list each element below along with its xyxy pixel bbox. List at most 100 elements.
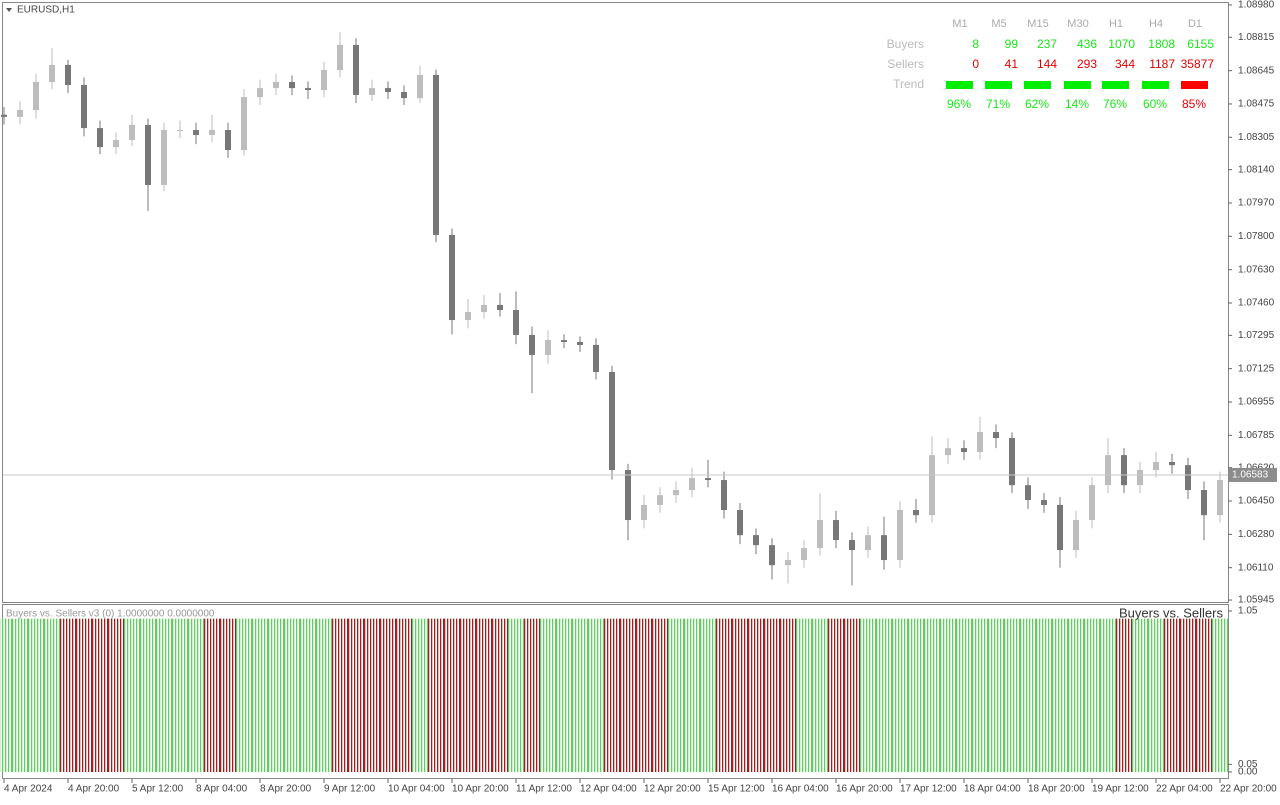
candle-body [545, 340, 551, 355]
candle-body [769, 545, 775, 566]
candle-body [241, 97, 247, 151]
indicator-bar [812, 618, 828, 772]
candle-body [417, 74, 423, 99]
candle-body [481, 304, 487, 312]
candle-body [257, 88, 263, 98]
candle-body [1153, 462, 1159, 471]
indicator-bar [508, 618, 524, 772]
trend-percent: 14% [1065, 97, 1089, 111]
candle-body [929, 455, 935, 516]
y-tick-label: 1.06620 [1238, 462, 1275, 473]
indicator-bar [316, 618, 332, 772]
candle-body [81, 84, 87, 129]
indicator-bar [732, 618, 748, 772]
candle-body [817, 520, 823, 549]
candle-body [1025, 485, 1031, 501]
candle-body [593, 344, 599, 372]
y-tick-label: 1.08645 [1238, 65, 1275, 76]
indicator-bar [0, 618, 12, 772]
main-frame [2, 2, 1229, 603]
y-tick-label: 1.05945 [1238, 595, 1275, 606]
indicator-bar [1132, 618, 1148, 772]
candle-body [993, 432, 999, 439]
candle-body [897, 510, 903, 561]
indicator-bar [444, 618, 460, 772]
row-value: 6155 [1187, 37, 1214, 51]
candle-body [145, 124, 151, 185]
trend-percent: 76% [1103, 97, 1127, 111]
row-value: 1808 [1148, 37, 1175, 51]
x-tick-label: 8 Apr 04:00 [196, 784, 248, 795]
symbol-menu-icon[interactable] [6, 8, 12, 12]
indicator-bar [860, 618, 876, 772]
indicator-bar [1100, 618, 1116, 772]
candle-body [961, 448, 967, 452]
indicator-bar [924, 618, 940, 772]
indicator-bar [684, 618, 700, 772]
candle-body [97, 128, 103, 148]
candle-body [49, 64, 55, 82]
indicator-bar [700, 618, 716, 772]
indicator-bar [972, 618, 988, 772]
indicator-bar [956, 618, 972, 772]
indicator-bar [892, 618, 908, 772]
candle-body [369, 88, 375, 95]
indicator-bar [652, 618, 668, 772]
candle-body [225, 130, 231, 151]
candle-body [1073, 520, 1079, 551]
candle-body [161, 130, 167, 185]
candle-body [977, 432, 983, 452]
row-value: 8 [972, 37, 979, 51]
indicator-bar [764, 618, 780, 772]
y-tick-label: 1.07460 [1238, 298, 1275, 309]
indicator-bar [1068, 618, 1084, 772]
trend-percent: 60% [1143, 97, 1167, 111]
indicator-bar [348, 618, 364, 772]
y-tick-label: 1.06280 [1238, 529, 1275, 540]
candle-body [209, 130, 215, 135]
x-tick-label: 18 Apr 04:00 [964, 784, 1021, 795]
x-tick-label: 18 Apr 20:00 [1028, 784, 1085, 795]
trend-bar [1024, 81, 1051, 89]
candle-body [1185, 465, 1191, 491]
x-tick-label: 16 Apr 20:00 [836, 784, 893, 795]
indicator-bar [140, 618, 156, 772]
x-tick-label: 12 Apr 20:00 [644, 784, 701, 795]
trend-percent: 71% [986, 97, 1010, 111]
y-tick-label: 1.06450 [1238, 496, 1275, 507]
y-tick-label: 1.05 [1238, 606, 1258, 617]
trend-bar [1181, 81, 1208, 89]
indicator-bar [460, 618, 476, 772]
row-value: 41 [1005, 57, 1019, 71]
indicator-bar [108, 618, 124, 772]
candle-body [849, 540, 855, 551]
indicator-bar [156, 618, 172, 772]
indicator-bar [28, 618, 44, 772]
row-value: 293 [1077, 57, 1097, 71]
column-header: H1 [1109, 18, 1123, 30]
candle-body [705, 478, 711, 481]
x-tick-label: 4 Apr 2024 [4, 784, 53, 795]
indicator-bar [284, 618, 300, 772]
candle-body [1201, 490, 1207, 516]
row-label: Sellers [887, 57, 924, 71]
indicator-title: Buyers vs. Sellers v3 (0) 1.0000000 0.00… [6, 609, 215, 620]
candle-body [1009, 438, 1015, 486]
candle-body [689, 478, 695, 491]
trend-bar [1102, 81, 1129, 89]
indicator-bar [252, 618, 268, 772]
candle-body [1137, 470, 1143, 486]
y-tick-label: 1.06785 [1238, 430, 1275, 441]
candle-body [33, 82, 39, 111]
candle-body [1105, 455, 1111, 486]
x-tick-label: 8 Apr 20:00 [260, 784, 312, 795]
y-tick-label: 1.06110 [1238, 562, 1274, 573]
column-header: M5 [991, 18, 1006, 30]
y-tick-label: 1.07800 [1238, 231, 1275, 242]
x-tick-label: 15 Apr 12:00 [708, 784, 765, 795]
indicator-bar [620, 618, 636, 772]
indicator-bar [1196, 618, 1212, 772]
candle-body [785, 560, 791, 566]
candle-body [465, 312, 471, 321]
